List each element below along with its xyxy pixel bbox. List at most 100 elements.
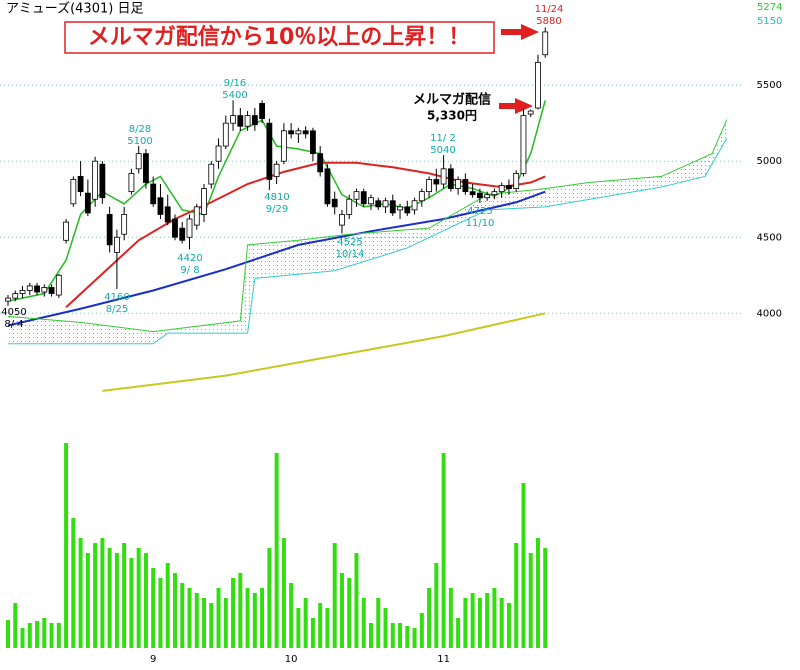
volume-bar xyxy=(85,553,90,648)
volume-bar xyxy=(281,538,286,648)
candle-body xyxy=(295,130,302,135)
candle-body xyxy=(469,191,476,196)
volume-bar xyxy=(361,598,366,648)
volume-bar xyxy=(325,608,330,648)
volume-bar xyxy=(289,583,294,648)
volume-bar xyxy=(528,553,533,648)
candle-body xyxy=(273,163,280,177)
candle-body xyxy=(201,188,207,215)
volume-bar xyxy=(390,623,395,648)
volume-bar xyxy=(42,618,47,648)
candle-body xyxy=(476,192,483,199)
candle-body xyxy=(99,163,106,199)
annotation: 5100 xyxy=(127,136,152,147)
candle-body xyxy=(237,115,244,127)
candle-body xyxy=(12,293,19,299)
candle-body xyxy=(440,168,447,185)
volume-bar xyxy=(20,628,25,648)
volume-bar xyxy=(296,608,301,648)
volume-bar xyxy=(165,563,170,648)
volume-bar xyxy=(543,548,548,648)
banner-box xyxy=(64,21,495,54)
overlay-line xyxy=(102,312,546,392)
volume-bar xyxy=(64,443,69,648)
volume-bar xyxy=(27,623,32,648)
volume-bar xyxy=(521,483,526,648)
candle-body xyxy=(426,179,432,193)
annotation: 4525 xyxy=(337,237,362,248)
candle-body xyxy=(135,153,142,170)
volume-bar xyxy=(93,543,98,648)
annotation: 9/16 xyxy=(224,78,246,89)
candle-body xyxy=(389,200,396,214)
volume-bar xyxy=(209,603,214,648)
candle-body xyxy=(382,200,389,208)
overlay-line xyxy=(8,138,728,345)
volume-bar xyxy=(238,573,243,648)
volume-bar xyxy=(485,593,490,648)
candle-body xyxy=(215,145,222,162)
candle-body xyxy=(230,115,236,124)
volume-bar xyxy=(143,553,148,648)
candle-body xyxy=(92,160,99,200)
callout: メルマガ配信 xyxy=(413,92,491,108)
volume-bar xyxy=(303,598,308,648)
volume-bar xyxy=(441,453,446,648)
candle-body xyxy=(317,153,324,173)
volume-bar xyxy=(267,548,272,648)
end-label: 5274 xyxy=(757,2,782,13)
annotation: 8/25 xyxy=(106,304,128,315)
annotation: 5400 xyxy=(222,90,247,101)
volume-bar xyxy=(405,626,410,648)
annotation: 5040 xyxy=(430,145,455,156)
candle-body xyxy=(331,198,338,208)
candle-body xyxy=(41,287,48,293)
candle-body xyxy=(542,31,549,56)
overlay-line xyxy=(7,119,728,333)
y-tick-label: 4000 xyxy=(757,308,782,319)
candle-body xyxy=(418,191,425,202)
volume-bar xyxy=(100,538,105,648)
volume-bar xyxy=(514,543,519,648)
volume-bar xyxy=(383,608,388,648)
volume-bar xyxy=(136,548,141,648)
annotation: 4050 xyxy=(1,307,26,318)
volume-bar xyxy=(310,618,315,648)
candle-body xyxy=(128,172,135,193)
candle-body xyxy=(77,176,84,193)
volume-bar xyxy=(274,453,279,648)
volume-bar xyxy=(172,573,177,648)
volume-bar xyxy=(107,548,112,648)
x-tick-label: 10 xyxy=(285,654,298,665)
candle-body xyxy=(353,191,360,200)
candle-body xyxy=(34,285,40,293)
volume-bar xyxy=(506,603,511,648)
volume-bar xyxy=(122,543,127,648)
annotation: 4160 xyxy=(104,292,129,303)
volume-bar xyxy=(448,588,453,648)
volume-bar xyxy=(369,623,373,648)
annotation: 11/10 xyxy=(466,218,495,229)
candle-body xyxy=(310,130,316,155)
volume-bar xyxy=(216,588,221,648)
volume-bar xyxy=(427,588,432,648)
candle-body xyxy=(455,179,462,189)
candle-body xyxy=(433,179,440,185)
volume-bar xyxy=(129,558,134,648)
annotation: 9/ 8 xyxy=(180,265,199,276)
chart-title: アミューズ(4301) 日足 xyxy=(6,1,143,17)
volume-bar xyxy=(71,518,76,648)
candle-body xyxy=(84,192,91,214)
candle-body xyxy=(447,168,454,189)
volume-bar xyxy=(56,623,61,648)
candle-body xyxy=(222,122,229,147)
candle-body xyxy=(193,206,200,226)
candle-body xyxy=(63,221,69,241)
volume-bar xyxy=(434,563,439,648)
annotation: 11/24 xyxy=(535,4,564,15)
candle-body xyxy=(375,200,382,208)
volume-bar xyxy=(194,593,199,648)
volume-bar xyxy=(412,628,417,648)
arrow xyxy=(499,24,539,114)
